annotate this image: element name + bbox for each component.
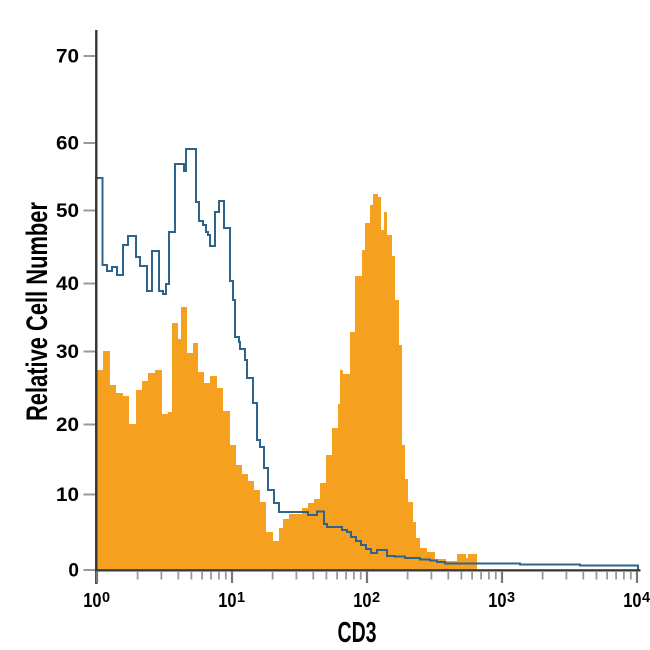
svg-text:10: 10 (488, 590, 506, 612)
svg-text:2: 2 (372, 590, 380, 606)
svg-text:70: 70 (56, 47, 79, 68)
svg-text:20: 20 (56, 415, 79, 436)
svg-text:CD3: CD3 (338, 617, 377, 649)
svg-text:10: 10 (218, 590, 236, 612)
svg-text:10: 10 (83, 590, 101, 612)
svg-text:10: 10 (353, 590, 371, 612)
svg-text:4: 4 (642, 590, 650, 606)
svg-text:Relative Cell Number: Relative Cell Number (21, 202, 54, 421)
svg-text:50: 50 (56, 201, 79, 222)
svg-text:1: 1 (237, 590, 245, 606)
svg-text:10: 10 (56, 485, 79, 506)
svg-text:40: 40 (56, 274, 79, 295)
svg-text:0: 0 (102, 590, 110, 606)
svg-text:10: 10 (623, 590, 641, 612)
svg-text:60: 60 (56, 134, 79, 155)
svg-text:3: 3 (507, 590, 515, 606)
svg-text:0: 0 (68, 561, 79, 582)
svg-text:30: 30 (56, 342, 79, 363)
